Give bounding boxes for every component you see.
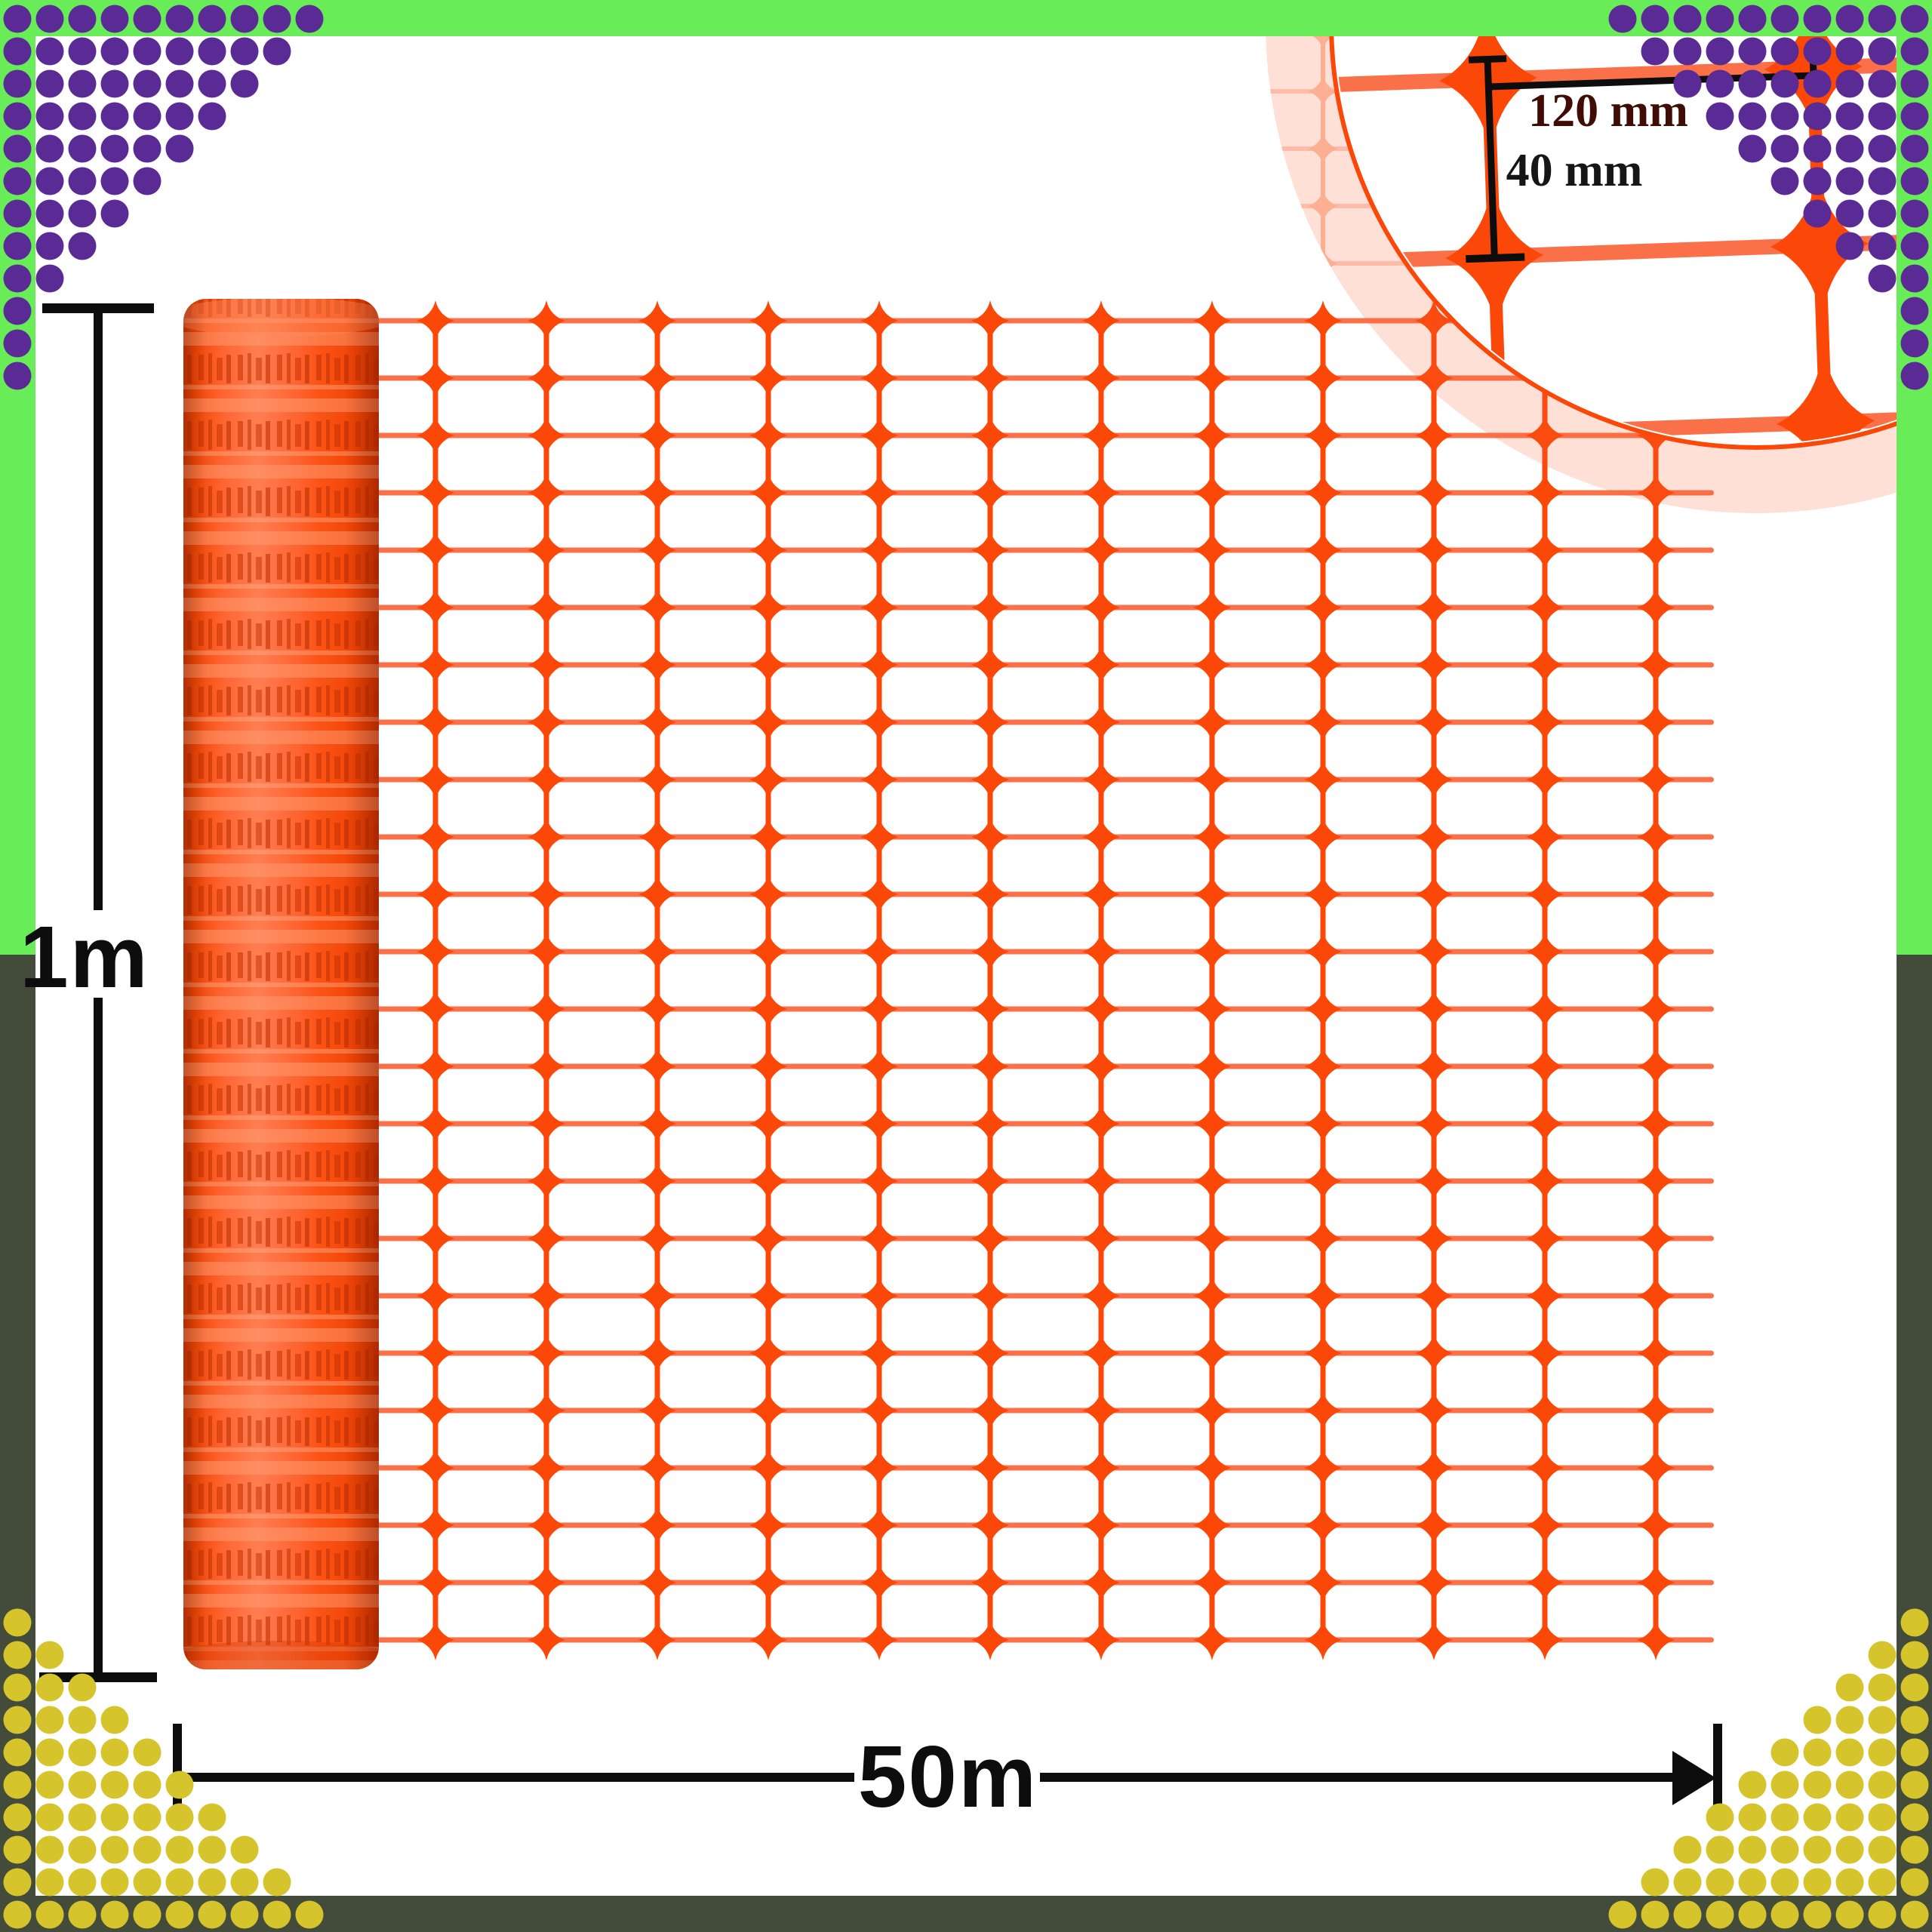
mesh-cell-height-label: 40 mm — [1506, 145, 1643, 196]
dot-triangle-bottom-left — [3, 1608, 324, 1929]
roll-length-label: 50m — [857, 1727, 1038, 1826]
height-dimension-line — [39, 303, 157, 1682]
roll-height-label: 1m — [20, 908, 149, 1006]
dot-triangle-bottom-right — [1608, 1608, 1929, 1929]
fence-roll-image — [183, 299, 379, 1669]
mesh-cell-width-label: 120 mm — [1528, 85, 1688, 137]
dot-triangle-top-right — [1608, 5, 1929, 390]
left-border-bar-olive — [0, 955, 35, 1932]
dot-triangle-top-left — [3, 5, 324, 390]
right-border-bar-olive — [1897, 955, 1932, 1932]
arrow-head-icon — [1672, 1751, 1716, 1805]
fence-mesh-graphic — [325, 300, 1714, 1660]
